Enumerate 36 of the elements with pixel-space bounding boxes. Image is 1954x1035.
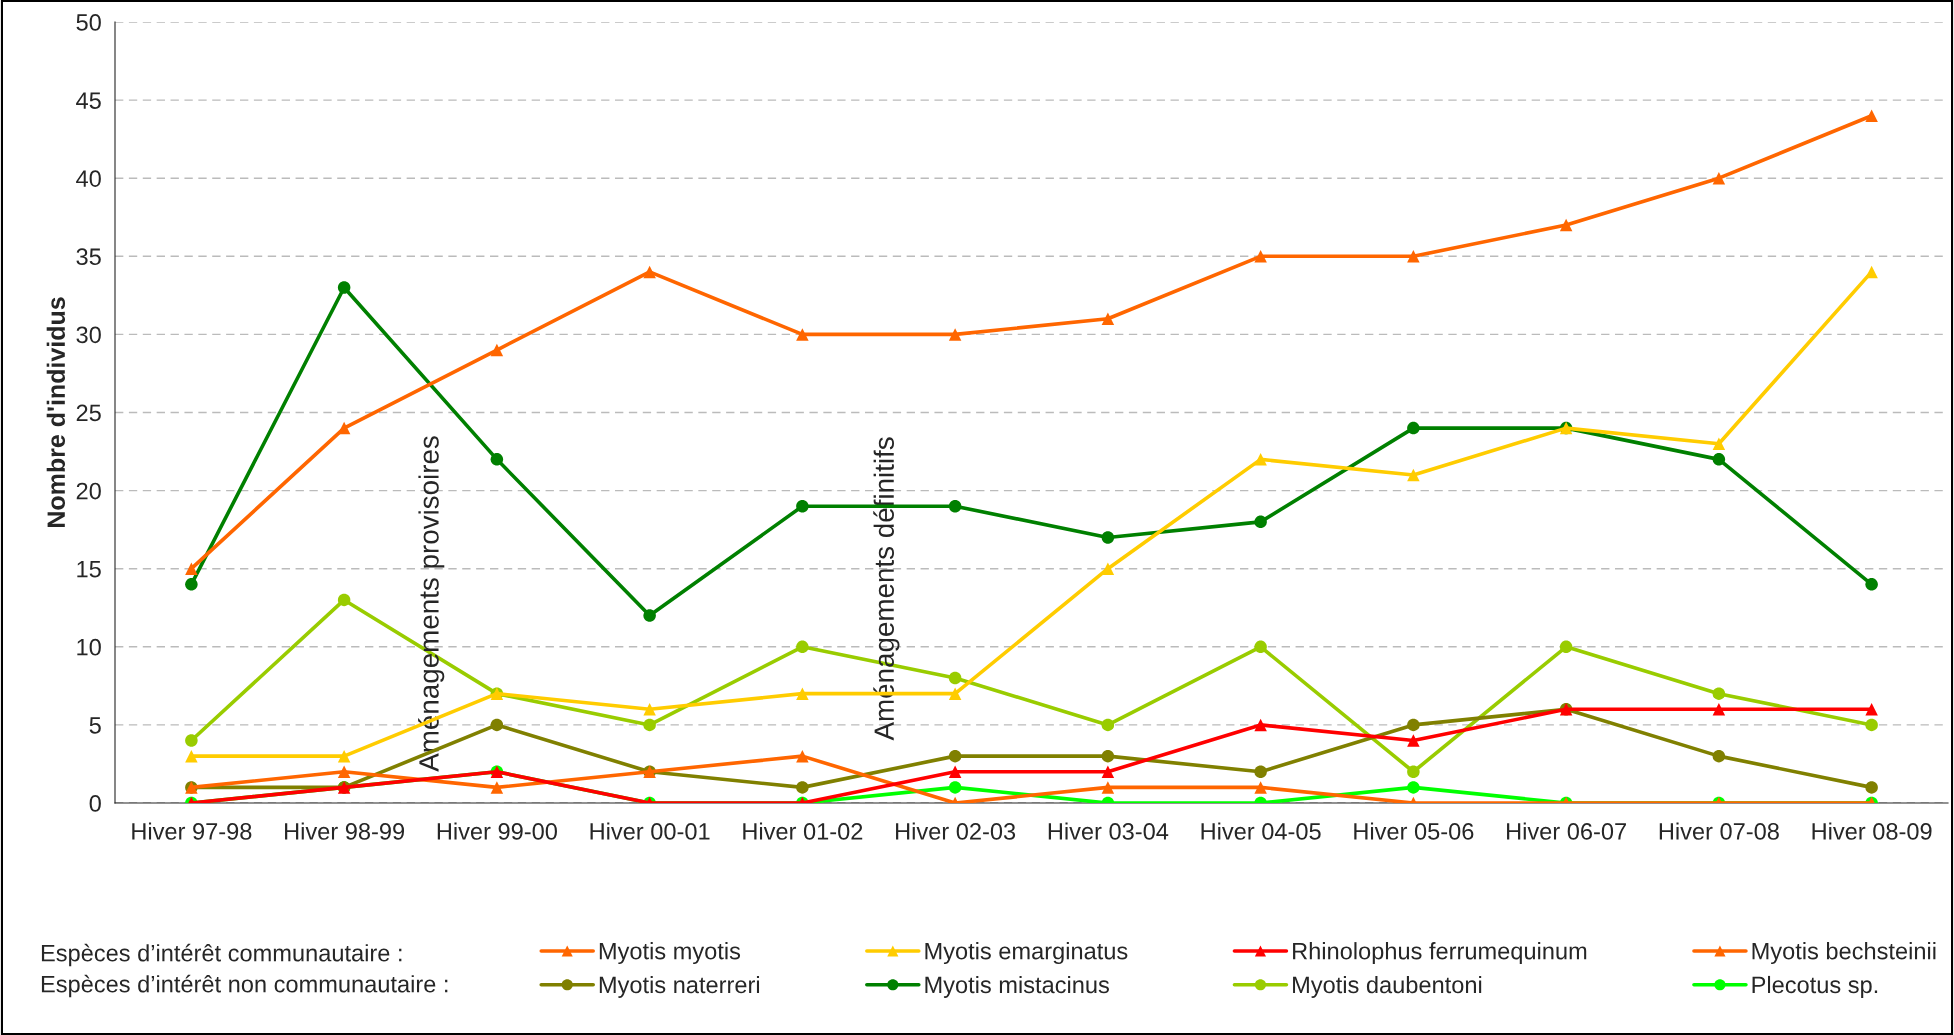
text: Espèces d’intérêt communautaire : [41,943,402,967]
annotation: Aménagements définitifs [873,437,900,741]
y-tick-label: 45 [76,92,101,109]
y-tick-label: 35 [76,248,101,266]
x-tick-label: Hiver 04-05 [1201,822,1321,840]
y-tick-label: 30 [76,326,101,344]
x-tick-label: Hiver 06-07 [1507,822,1626,840]
y-tick-label: 20 [76,482,101,500]
x-tick-label: Hiver 01-02 [743,822,863,840]
x-tick-label: Hiver 08-09 [1812,822,1932,840]
legend-label: Myotis emarginatus [925,942,1128,965]
legend-label: Myotis naterreri [599,975,760,998]
legend-label: Plecotus sp. [1752,975,1878,998]
legend-label: Myotis daubentoni [1293,975,1482,998]
x-tick-label: Hiver 03-04 [1048,822,1169,840]
legend-label: Rhinolophus ferrumequinum [1293,942,1587,965]
legend-label: Myotis myotis [599,942,741,965]
text: Espèces d’intérêt non communautaire : [41,974,448,998]
y-tick-label: 40 [76,170,101,187]
y-tick-label: 15 [77,561,101,578]
x-tick-label: Hiver 99-00 [437,822,557,840]
x-tick-label: Hiver 97-98 [132,822,252,840]
y-tick-label: 50 [76,14,101,31]
legend-label: Myotis mistacinus [925,975,1109,998]
y-tick-label: 10 [77,638,101,656]
y-tick-label: 0 [89,795,101,812]
annotation: Aménagements provisoires [418,436,445,772]
x-tick-label: Hiver 02-03 [896,822,1016,840]
x-tick-label: Hiver 07-08 [1659,822,1779,840]
y-tick-label: 5 [89,717,101,734]
legend-label: Myotis bechsteinii [1752,942,1936,965]
y-tick-label: 25 [76,404,101,422]
x-tick-label: Hiver 98-99 [285,822,405,840]
x-tick-label: Hiver 05-06 [1354,822,1474,840]
y-axis-title: Nombre d'individus [46,297,66,527]
x-tick-label: Hiver 00-01 [590,822,710,840]
